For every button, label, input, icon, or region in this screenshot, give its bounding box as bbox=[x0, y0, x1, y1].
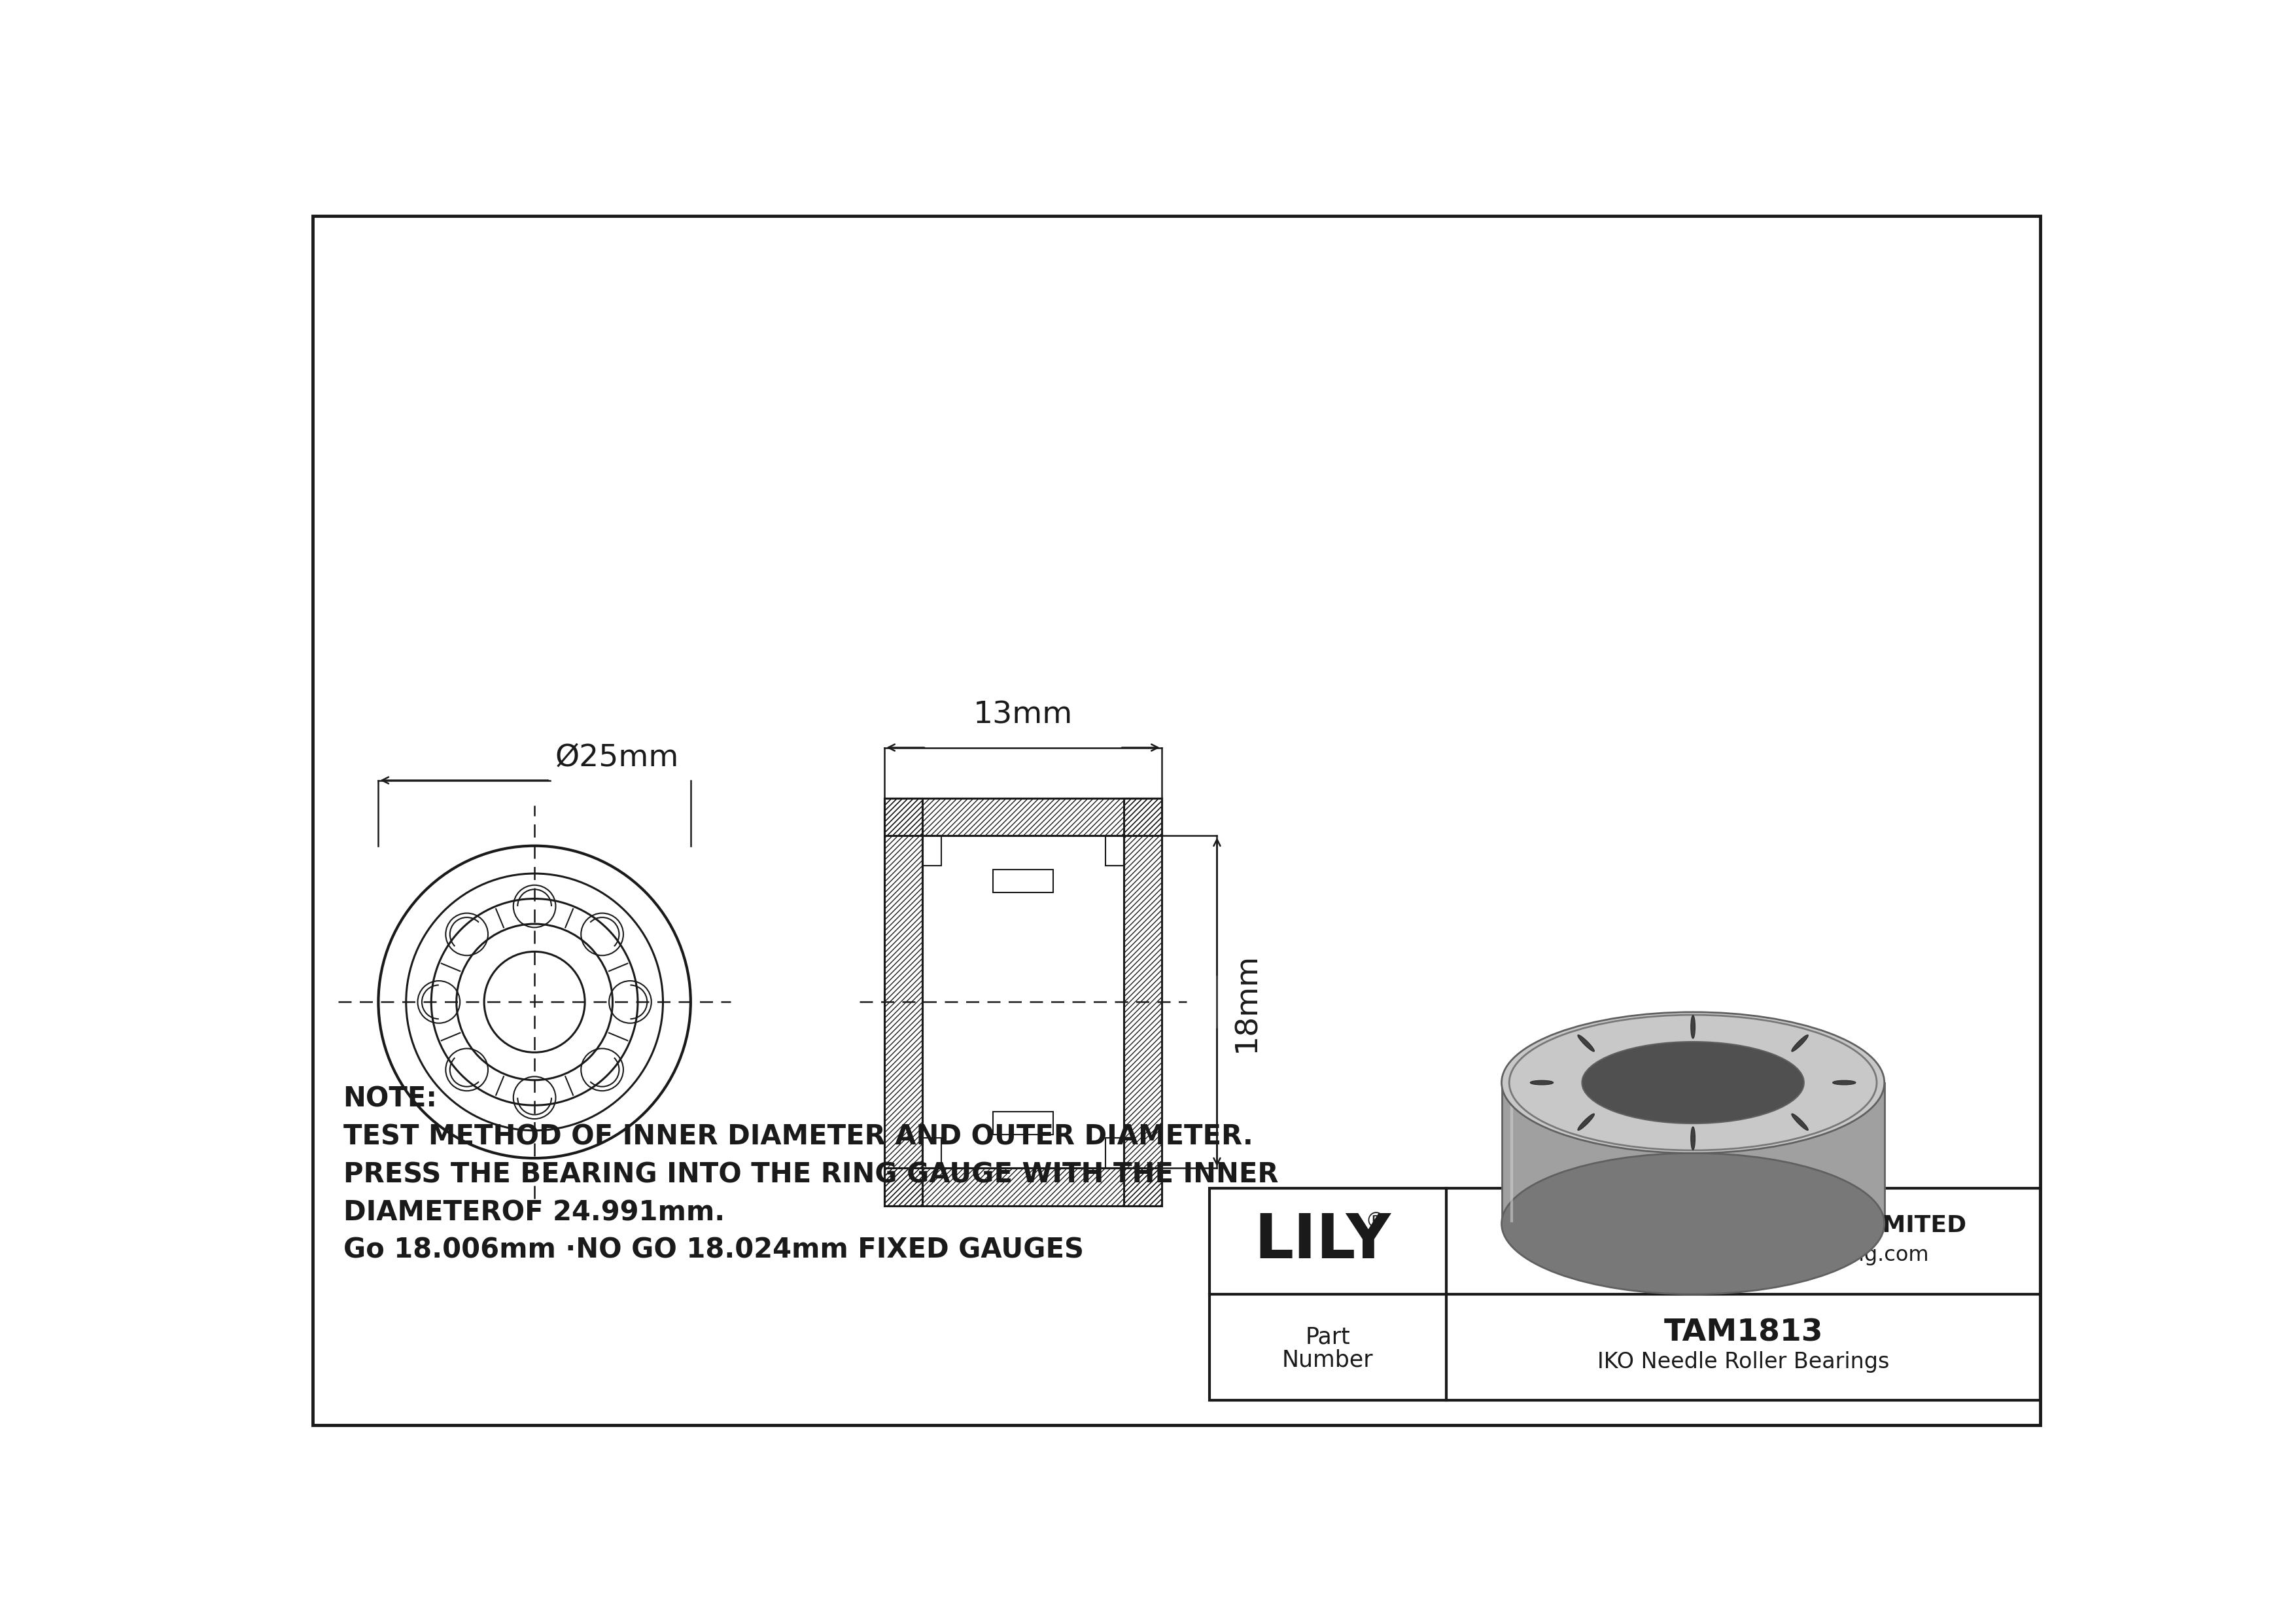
Text: 18mm: 18mm bbox=[1233, 952, 1261, 1052]
Text: Ø25mm: Ø25mm bbox=[556, 744, 680, 773]
Text: 13mm: 13mm bbox=[974, 700, 1072, 729]
Bar bbox=[884, 797, 923, 1207]
Text: IKO Needle Roller Bearings: IKO Needle Roller Bearings bbox=[1598, 1351, 1890, 1372]
Ellipse shape bbox=[1582, 1041, 1805, 1124]
Ellipse shape bbox=[1502, 1153, 1885, 1294]
Ellipse shape bbox=[1690, 1015, 1694, 1038]
Text: Go 18.006mm ·NO GO 18.024mm FIXED GAUGES: Go 18.006mm ·NO GO 18.024mm FIXED GAUGES bbox=[342, 1236, 1084, 1263]
Text: NOTE:: NOTE: bbox=[342, 1085, 436, 1112]
Bar bbox=[1210, 1189, 2041, 1400]
Text: TAM1813: TAM1813 bbox=[1665, 1319, 1823, 1348]
Text: SHANGHAI LILY BEARING LIMITED: SHANGHAI LILY BEARING LIMITED bbox=[1520, 1215, 1965, 1236]
Ellipse shape bbox=[1577, 1114, 1593, 1130]
Bar bbox=[923, 836, 1123, 1168]
Ellipse shape bbox=[1791, 1114, 1809, 1130]
Bar bbox=[992, 1112, 1054, 1135]
Text: TEST METHOD OF INNER DIAMETER AND OUTER DIAMETER.: TEST METHOD OF INNER DIAMETER AND OUTER … bbox=[342, 1124, 1254, 1151]
Text: Part: Part bbox=[1306, 1325, 1350, 1348]
Text: Email: lilybearing@lily-bearing.com: Email: lilybearing@lily-bearing.com bbox=[1559, 1246, 1929, 1265]
Ellipse shape bbox=[1502, 1012, 1885, 1153]
Bar bbox=[992, 869, 1054, 892]
Bar bbox=[1104, 836, 1123, 866]
Bar bbox=[884, 1168, 1162, 1207]
Text: PRESS THE BEARING INTO THE RING GAUGE WITH THE INNER: PRESS THE BEARING INTO THE RING GAUGE WI… bbox=[342, 1161, 1279, 1189]
Text: Number: Number bbox=[1281, 1348, 1373, 1371]
Text: ®: ® bbox=[1364, 1212, 1387, 1233]
Ellipse shape bbox=[1791, 1034, 1809, 1051]
Text: LILY: LILY bbox=[1254, 1212, 1391, 1272]
Bar bbox=[923, 836, 941, 866]
Bar bbox=[923, 1138, 941, 1168]
Polygon shape bbox=[1502, 1083, 1885, 1223]
Ellipse shape bbox=[1577, 1034, 1593, 1051]
Text: DIAMETEROF 24.991mm.: DIAMETEROF 24.991mm. bbox=[342, 1199, 726, 1226]
Bar bbox=[884, 797, 1162, 836]
Ellipse shape bbox=[1529, 1080, 1554, 1085]
Bar bbox=[1123, 797, 1162, 1207]
Ellipse shape bbox=[1832, 1080, 1855, 1085]
Bar bbox=[1104, 1138, 1123, 1168]
Ellipse shape bbox=[1690, 1127, 1694, 1150]
